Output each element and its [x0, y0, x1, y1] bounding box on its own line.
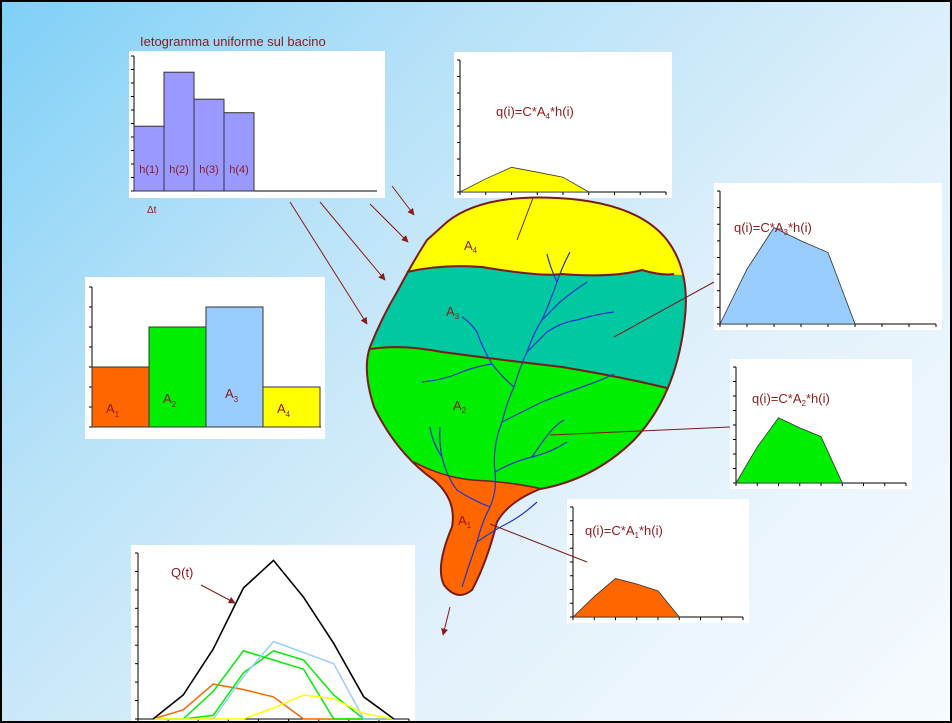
area-bar [148, 326, 207, 428]
area-bar [205, 306, 264, 428]
component-hydrograph-line [153, 649, 394, 720]
outlet-arrow [441, 606, 451, 636]
unit-hydrograph-a4: q(i)=C*A4*h(i) [454, 52, 672, 198]
unit-hydrograph-area [572, 578, 681, 618]
zone-label-a2: A2 [453, 398, 467, 415]
hyetograph-bar [193, 98, 225, 192]
unit-hydrograph-area [719, 227, 856, 325]
hyetograph-bar [133, 125, 165, 192]
formula-a4: q(i)=C*A4*h(i) [496, 104, 574, 121]
unit-hydrograph-a1: q(i)=C*A1*h(i) [567, 499, 749, 623]
hyetograph-bar-label: h(2) [169, 164, 189, 176]
hyetograph-chart: h(1) h(2) h(3) h(4) [129, 51, 385, 198]
outflow-chart: Q(t) [131, 545, 415, 721]
rain-arrow [391, 185, 415, 216]
delta-t-label: Δt [147, 205, 157, 216]
q-label-arrow [200, 584, 236, 604]
zone-a3 [366, 266, 686, 397]
total-hydrograph-line [152, 559, 395, 720]
area-bar [91, 366, 150, 428]
formula-a3: q(i)=C*A3*h(i) [734, 220, 812, 237]
hyetograph-bar-label: h(4) [229, 164, 249, 176]
rain-arrow [319, 201, 386, 281]
outflow-label: Q(t) [171, 565, 194, 580]
formula-a1: q(i)=C*A1*h(i) [585, 523, 663, 540]
component-hydrograph-line [153, 694, 395, 720]
component-hydrograph-line [153, 649, 394, 720]
zone-label-a3: A3 [446, 304, 460, 321]
unit-hydrograph-a2: q(i)=C*A2*h(i) [730, 359, 912, 489]
hyetograph-title: Ietogramma uniforme sul bacino [140, 34, 326, 49]
zone-a2 [366, 346, 686, 522]
unit-hydrograph-a3: q(i)=C*A3*h(i) [714, 183, 942, 330]
unit-hydrograph-area [735, 417, 843, 484]
unit-hydrograph-area [459, 166, 591, 193]
hyetograph-bar-label: h(3) [199, 164, 219, 176]
hyetograph-bar [223, 112, 255, 192]
zone-label-a1: A1 [458, 513, 472, 530]
rain-arrow [369, 203, 409, 243]
area-bar [262, 386, 321, 428]
formula-a2: q(i)=C*A2*h(i) [752, 391, 830, 408]
hyetograph-bar-label: h(1) [139, 164, 159, 176]
areas-chart: A1 A2 A3 A4 [85, 277, 325, 439]
zone-label-a4: A4 [464, 238, 478, 255]
